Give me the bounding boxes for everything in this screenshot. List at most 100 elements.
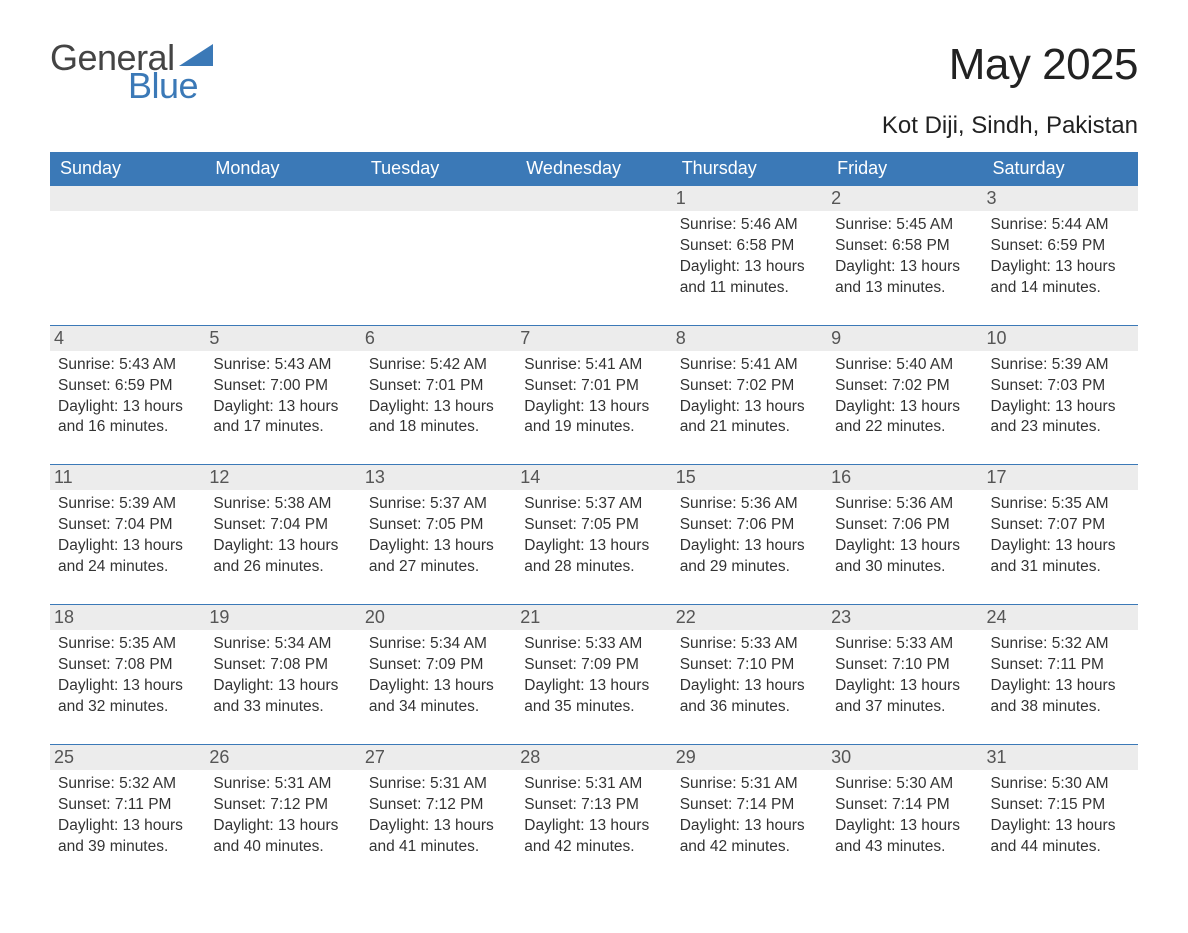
brand-logo: General Blue — [50, 40, 213, 104]
sunrise-line: Sunrise: 5:39 AM — [58, 494, 197, 515]
sunset-line: Sunset: 7:10 PM — [680, 655, 819, 676]
day-number: 4 — [50, 326, 205, 351]
calendar-day-cell: 18Sunrise: 5:35 AMSunset: 7:08 PMDayligh… — [50, 605, 205, 745]
daylight-line: Daylight: 13 hours and 28 minutes. — [524, 536, 663, 578]
day-details: Sunrise: 5:40 AMSunset: 7:02 PMDaylight:… — [835, 355, 974, 439]
sunrise-line: Sunrise: 5:34 AM — [369, 634, 508, 655]
sunset-line: Sunset: 7:12 PM — [213, 795, 352, 816]
daylight-line: Daylight: 13 hours and 29 minutes. — [680, 536, 819, 578]
sunrise-line: Sunrise: 5:43 AM — [58, 355, 197, 376]
daylight-line: Daylight: 13 hours and 43 minutes. — [835, 816, 974, 858]
calendar-day-cell: 13 Sunrise: 5:37 AMSunset: 7:05 PMDayligh… — [361, 465, 516, 605]
day-number: 21 — [516, 605, 671, 630]
day-number: 11 — [50, 465, 205, 490]
calendar-day-cell: 5 Sunrise: 5:43 AMSunset: 7:00 PMDaylight… — [205, 325, 360, 465]
day-details: Sunrise: 5:30 AMSunset: 7:15 PMDaylight:… — [991, 774, 1130, 858]
sunset-line: Sunset: 7:14 PM — [835, 795, 974, 816]
calendar-day-cell: 4 Sunrise: 5:43 AMSunset: 6:59 PMDaylight… — [50, 325, 205, 465]
sunset-line: Sunset: 7:03 PM — [991, 376, 1130, 397]
day-number: 14 — [516, 465, 671, 490]
day-details: Sunrise: 5:37 AMSunset: 7:05 PMDaylight:… — [369, 494, 508, 578]
sunrise-line: Sunrise: 5:42 AM — [369, 355, 508, 376]
sunrise-line: Sunrise: 5:37 AM — [369, 494, 508, 515]
sunset-line: Sunset: 7:14 PM — [680, 795, 819, 816]
day-details: Sunrise: 5:34 AMSunset: 7:08 PMDaylight:… — [213, 634, 352, 718]
sunset-line: Sunset: 7:12 PM — [369, 795, 508, 816]
sunrise-line: Sunrise: 5:41 AM — [680, 355, 819, 376]
day-number: 22 — [672, 605, 827, 630]
day-details: Sunrise: 5:43 AMSunset: 7:00 PMDaylight:… — [213, 355, 352, 439]
daylight-line: Daylight: 13 hours and 24 minutes. — [58, 536, 197, 578]
day-number: 19 — [205, 605, 360, 630]
sunrise-line: Sunrise: 5:40 AM — [835, 355, 974, 376]
day-details: Sunrise: 5:32 AMSunset: 7:11 PMDaylight:… — [58, 774, 197, 858]
daylight-line: Daylight: 13 hours and 21 minutes. — [680, 397, 819, 439]
day-details: Sunrise: 5:39 AMSunset: 7:03 PMDaylight:… — [991, 355, 1130, 439]
sunrise-line: Sunrise: 5:30 AM — [991, 774, 1130, 795]
daylight-line: Daylight: 13 hours and 13 minutes. — [835, 257, 974, 299]
sunset-line: Sunset: 7:00 PM — [213, 376, 352, 397]
day-number: 5 — [205, 326, 360, 351]
day-details: Sunrise: 5:30 AMSunset: 7:14 PMDaylight:… — [835, 774, 974, 858]
daylight-line: Daylight: 13 hours and 40 minutes. — [213, 816, 352, 858]
sunrise-line: Sunrise: 5:31 AM — [680, 774, 819, 795]
day-number: 13 — [361, 465, 516, 490]
sunset-line: Sunset: 7:04 PM — [58, 515, 197, 536]
day-details: Sunrise: 5:31 AMSunset: 7:12 PMDaylight:… — [213, 774, 352, 858]
sunset-line: Sunset: 7:09 PM — [369, 655, 508, 676]
sunset-line: Sunset: 7:02 PM — [680, 376, 819, 397]
day-details: Sunrise: 5:43 AMSunset: 6:59 PMDaylight:… — [58, 355, 197, 439]
calendar-day-cell: 11 Sunrise: 5:39 AMSunset: 7:04 PMDayligh… — [50, 465, 205, 605]
sunrise-line: Sunrise: 5:39 AM — [991, 355, 1130, 376]
sunrise-line: Sunrise: 5:44 AM — [991, 215, 1130, 236]
day-header: Tuesday — [361, 152, 516, 186]
calendar-day-cell: 21Sunrise: 5:33 AMSunset: 7:09 PMDayligh… — [516, 605, 671, 745]
day-number: 28 — [516, 745, 671, 770]
calendar-day-cell — [50, 186, 205, 326]
location-subtitle: Kot Diji, Sindh, Pakistan — [50, 112, 1138, 140]
calendar-day-cell: 30Sunrise: 5:30 AMSunset: 7:14 PMDayligh… — [827, 744, 982, 883]
sunrise-line: Sunrise: 5:35 AM — [58, 634, 197, 655]
sunset-line: Sunset: 6:58 PM — [680, 236, 819, 257]
day-header: Sunday — [50, 152, 205, 186]
sunset-line: Sunset: 7:01 PM — [524, 376, 663, 397]
calendar-day-cell: 6Sunrise: 5:42 AMSunset: 7:01 PMDaylight… — [361, 325, 516, 465]
sunrise-line: Sunrise: 5:32 AM — [991, 634, 1130, 655]
sunset-line: Sunset: 6:59 PM — [991, 236, 1130, 257]
sunset-line: Sunset: 7:11 PM — [991, 655, 1130, 676]
calendar-day-cell: 3Sunrise: 5:44 AMSunset: 6:59 PMDaylight… — [983, 186, 1138, 326]
calendar-day-cell: 22Sunrise: 5:33 AMSunset: 7:10 PMDayligh… — [672, 605, 827, 745]
calendar-day-cell: 23Sunrise: 5:33 AMSunset: 7:10 PMDayligh… — [827, 605, 982, 745]
calendar-day-cell: 29Sunrise: 5:31 AMSunset: 7:14 PMDayligh… — [672, 744, 827, 883]
sunrise-line: Sunrise: 5:34 AM — [213, 634, 352, 655]
day-details: Sunrise: 5:37 AMSunset: 7:05 PMDaylight:… — [524, 494, 663, 578]
sunset-line: Sunset: 7:11 PM — [58, 795, 197, 816]
sunrise-line: Sunrise: 5:36 AM — [680, 494, 819, 515]
calendar-day-cell: 27Sunrise: 5:31 AMSunset: 7:12 PMDayligh… — [361, 744, 516, 883]
calendar-day-cell: 24Sunrise: 5:32 AMSunset: 7:11 PMDayligh… — [983, 605, 1138, 745]
day-details: Sunrise: 5:34 AMSunset: 7:09 PMDaylight:… — [369, 634, 508, 718]
calendar-week-row: 4 Sunrise: 5:43 AMSunset: 6:59 PMDaylight… — [50, 325, 1138, 465]
day-number: 25 — [50, 745, 205, 770]
daylight-line: Daylight: 13 hours and 22 minutes. — [835, 397, 974, 439]
sunrise-line: Sunrise: 5:46 AM — [680, 215, 819, 236]
daylight-line: Daylight: 13 hours and 39 minutes. — [58, 816, 197, 858]
day-number: 31 — [983, 745, 1138, 770]
day-details: Sunrise: 5:39 AMSunset: 7:04 PMDaylight:… — [58, 494, 197, 578]
daylight-line: Daylight: 13 hours and 26 minutes. — [213, 536, 352, 578]
daylight-line: Daylight: 13 hours and 31 minutes. — [991, 536, 1130, 578]
sunrise-line: Sunrise: 5:33 AM — [680, 634, 819, 655]
day-header: Wednesday — [516, 152, 671, 186]
sunrise-line: Sunrise: 5:45 AM — [835, 215, 974, 236]
calendar-day-cell: 9Sunrise: 5:40 AMSunset: 7:02 PMDaylight… — [827, 325, 982, 465]
day-number: 26 — [205, 745, 360, 770]
day-number: 20 — [361, 605, 516, 630]
calendar-day-cell: 12Sunrise: 5:38 AMSunset: 7:04 PMDayligh… — [205, 465, 360, 605]
sunrise-line: Sunrise: 5:38 AM — [213, 494, 352, 515]
calendar-day-cell: 8Sunrise: 5:41 AMSunset: 7:02 PMDaylight… — [672, 325, 827, 465]
daylight-line: Daylight: 13 hours and 18 minutes. — [369, 397, 508, 439]
calendar-day-cell: 2Sunrise: 5:45 AMSunset: 6:58 PMDaylight… — [827, 186, 982, 326]
daylight-line: Daylight: 13 hours and 30 minutes. — [835, 536, 974, 578]
day-number: 15 — [672, 465, 827, 490]
day-details: Sunrise: 5:42 AMSunset: 7:01 PMDaylight:… — [369, 355, 508, 439]
